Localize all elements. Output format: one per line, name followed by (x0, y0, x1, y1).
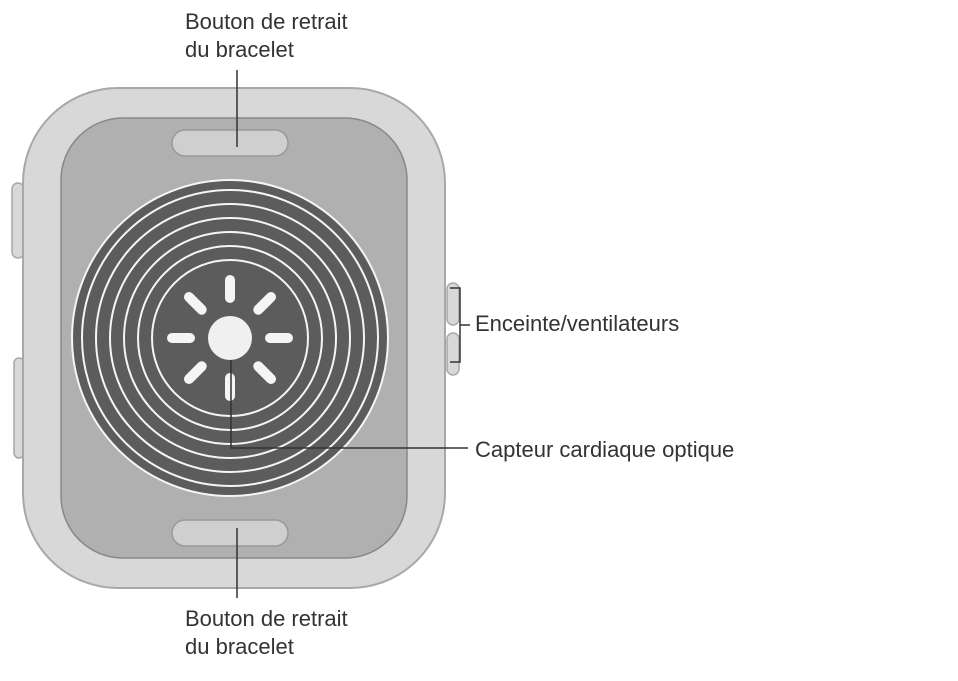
label-speaker-vents: Enceinte/ventilateurs (475, 310, 679, 338)
band-release-button-top (172, 130, 288, 156)
label-optical-sensor: Capteur cardiaque optique (475, 436, 734, 464)
label-band-release-top: Bouton de retrait du bracelet (185, 8, 348, 63)
watch-back-diagram (0, 0, 958, 681)
label-band-release-bottom: Bouton de retrait du bracelet (185, 605, 348, 660)
band-release-button-bottom (172, 520, 288, 546)
